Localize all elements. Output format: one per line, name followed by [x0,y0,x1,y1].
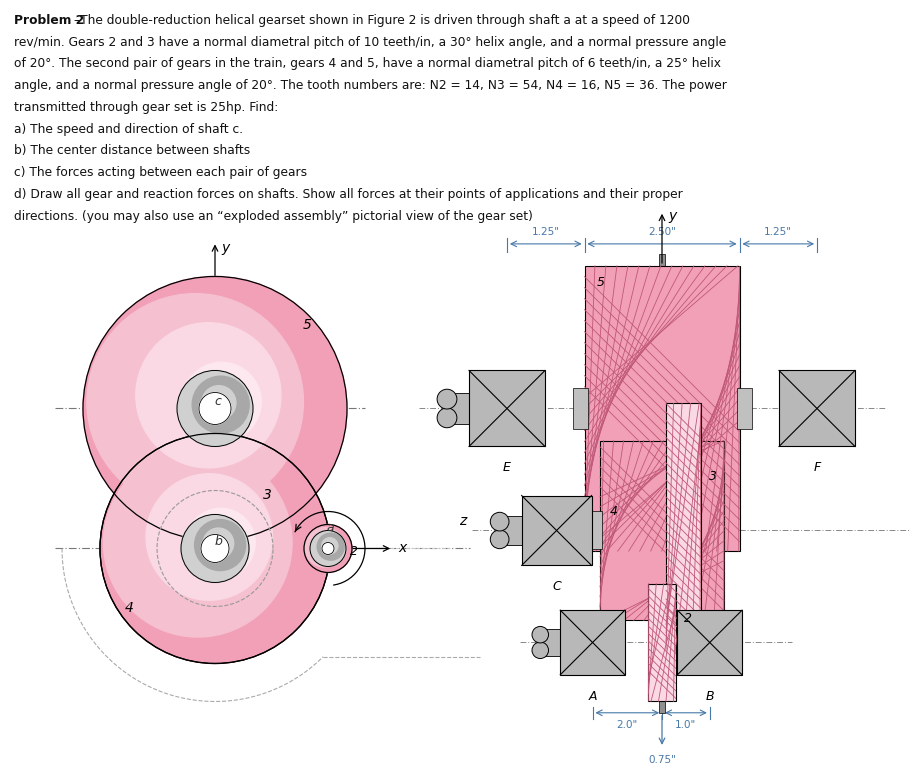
Text: 1.0": 1.0" [674,720,696,729]
Circle shape [436,389,456,409]
Bar [559,610,624,675]
Bar [658,572,665,713]
Text: x: x [397,541,405,555]
Circle shape [177,370,252,447]
Text: 5: 5 [302,319,312,332]
Text: a) The speed and direction of shaft c.: a) The speed and direction of shaft c. [14,123,242,136]
Circle shape [436,408,456,428]
Bar [658,391,665,633]
Text: 1.25": 1.25" [531,227,559,237]
Bar [736,387,751,430]
Text: c: c [214,395,221,408]
Circle shape [313,533,340,559]
Text: c) The forces acting between each pair of gears: c) The forces acting between each pair o… [14,166,306,179]
Circle shape [322,540,336,555]
Bar [521,495,591,565]
Circle shape [531,642,548,658]
Text: 1.25": 1.25" [763,227,792,237]
Text: –The double-reduction helical gearset shown in Figure 2 is driven through shaft : –The double-reduction helical gearset sh… [75,14,690,27]
Circle shape [200,534,229,562]
Bar [648,583,675,701]
Bar [665,403,700,658]
Bar [599,440,723,620]
Text: 0.75": 0.75" [648,754,675,765]
Circle shape [103,448,292,637]
Text: F: F [813,462,820,475]
Circle shape [146,474,272,601]
Text: b) The center distance between shafts: b) The center distance between shafts [14,144,250,158]
Text: d) Draw all gear and reaction forces on shafts. Show all forces at their points : d) Draw all gear and reaction forces on … [14,188,681,201]
Text: B: B [704,690,713,703]
Circle shape [531,626,548,643]
Text: E: E [503,462,510,475]
Circle shape [136,323,281,468]
Circle shape [322,543,333,555]
Text: 5: 5 [596,276,604,289]
Circle shape [192,376,249,433]
Bar [446,394,468,423]
Text: 4: 4 [609,505,618,519]
Bar [778,370,855,447]
Bar [499,516,521,544]
Circle shape [322,537,338,554]
Circle shape [304,528,343,567]
Circle shape [180,515,249,583]
Circle shape [87,294,303,510]
Text: angle, and a normal pressure angle of 20°. The tooth numbers are: N2 = 14, N3 = : angle, and a normal pressure angle of 20… [14,79,726,92]
Bar [584,266,739,551]
Text: 2: 2 [350,545,358,558]
Circle shape [194,519,245,571]
Circle shape [317,533,343,560]
Bar [665,403,700,658]
Text: y: y [667,209,676,223]
Circle shape [100,433,330,664]
Text: a: a [326,522,333,534]
Bar [599,440,723,620]
Text: of 20°. The second pair of gears in the train, gears 4 and 5, have a normal diam: of 20°. The second pair of gears in the … [14,58,720,70]
Text: transmitted through gear set is 25hp. Find:: transmitted through gear set is 25hp. Fi… [14,101,278,114]
Text: C: C [552,580,560,594]
Text: 3: 3 [708,470,716,483]
Text: 0.75": 0.75" [633,580,661,590]
Text: directions. (you may also use an “exploded assembly” pictorial view of the gear : directions. (you may also use an “explod… [14,209,532,223]
Text: 2.0": 2.0" [616,720,637,729]
Circle shape [490,512,508,531]
Circle shape [490,530,508,549]
Text: z: z [459,515,466,529]
Circle shape [186,508,255,577]
Circle shape [83,276,346,540]
Circle shape [182,362,261,441]
Text: A: A [588,690,596,703]
Circle shape [201,386,236,420]
Bar [572,387,587,430]
Bar [658,254,665,563]
Text: 2.50": 2.50" [648,227,675,237]
Text: rev/min. Gears 2 and 3 have a normal diametral pitch of 10 teeth/in, a 30° helix: rev/min. Gears 2 and 3 have a normal dia… [14,36,725,48]
Circle shape [203,528,233,558]
Text: Problem 2: Problem 2 [14,14,88,27]
Text: b: b [214,536,221,548]
Text: y: y [220,241,229,255]
Text: 4: 4 [124,601,133,615]
Bar [539,629,559,656]
Circle shape [303,525,352,572]
Text: 3: 3 [262,488,271,502]
Text: 2: 2 [683,612,691,626]
Bar [589,512,601,550]
Circle shape [199,393,230,425]
Circle shape [310,530,345,566]
Bar [677,610,742,675]
Bar [648,583,675,701]
Bar [584,266,739,551]
Bar [468,370,545,447]
